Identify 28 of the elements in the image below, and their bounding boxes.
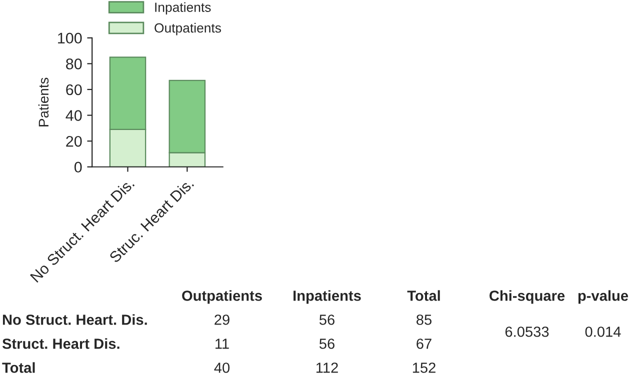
text: 56 (319, 314, 334, 325)
text: 112 (316, 362, 338, 373)
y-tick-label: 40 (66, 110, 82, 121)
y-tick-label: 0 (74, 162, 82, 173)
text: 40 (214, 362, 230, 373)
y-tick-label: 20 (66, 136, 82, 147)
text: 29 (214, 314, 230, 325)
y-axis-title: Patients (38, 78, 49, 126)
text: 67 (416, 338, 432, 349)
text: Outpatients (182, 290, 262, 304)
text: No Struct. Heart. Dis. (2, 314, 147, 325)
text: 11 (216, 338, 229, 349)
text: 56 (319, 338, 334, 349)
legend-label: Outpatients (154, 22, 221, 36)
text: 0.014 (585, 326, 621, 337)
text: Inpatients (294, 290, 361, 304)
text: Struct. Heart Dis. (2, 338, 120, 349)
y-tick-label: 60 (66, 84, 82, 96)
text: Total (407, 290, 440, 301)
text: 152 (412, 362, 436, 373)
text: Chi-square (490, 290, 565, 304)
text: 6.0533 (505, 326, 549, 337)
text: p-value (578, 290, 628, 304)
text: 85 (416, 314, 432, 325)
legend-label: Inpatients (155, 2, 211, 15)
text: Total (2, 362, 35, 373)
y-tick-label: 100 (58, 32, 82, 44)
y-tick-label: 80 (66, 58, 82, 70)
